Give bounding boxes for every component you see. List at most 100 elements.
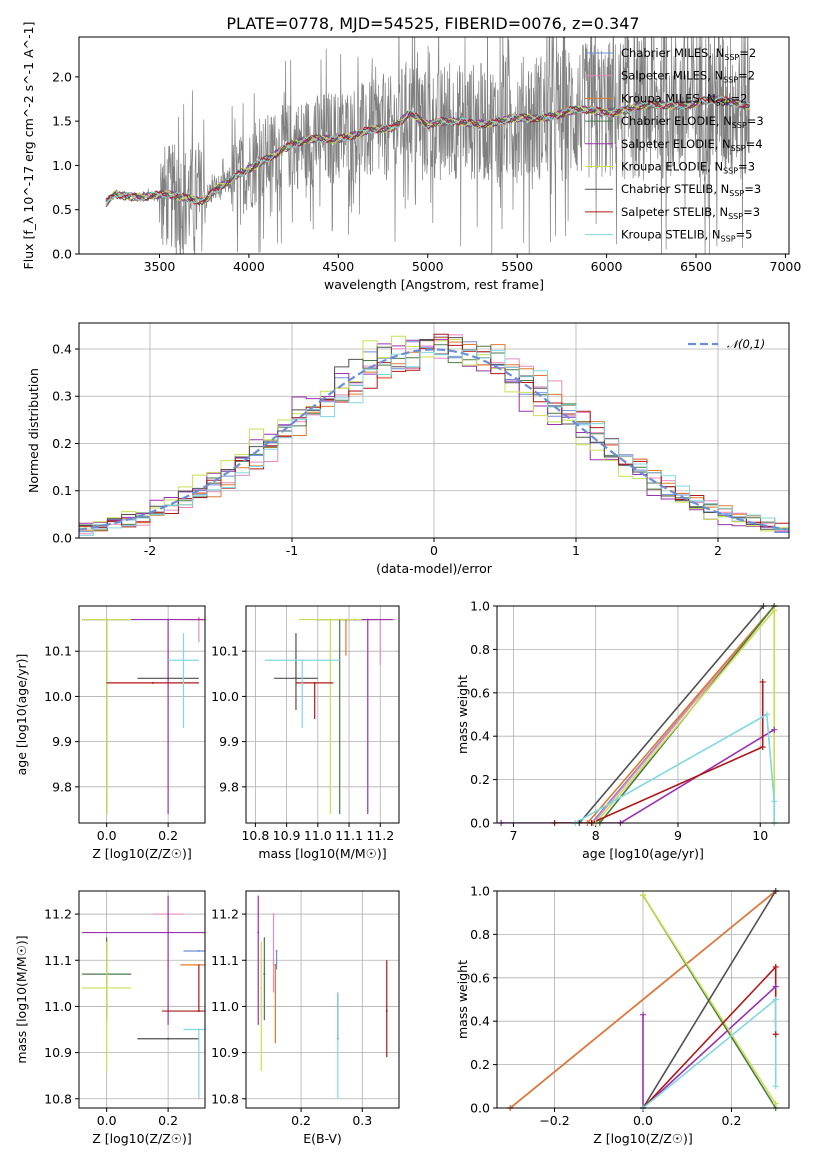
mass-vs-metallicity-panel: 0.0 0.2 10.8 10.9 11.0 11.1 11.2 Z [log10(Z/Z☉)… <box>14 890 206 1146</box>
y-tick-label: 10.1 <box>44 644 72 659</box>
y-tick-label: 0.5 <box>52 202 72 217</box>
plus-marker <box>772 1083 779 1090</box>
x-axis-label: Z [log10(Z/Z☉)] <box>92 1131 192 1146</box>
legend-count: =2 <box>738 69 755 83</box>
x-tick-label: 7 <box>509 828 517 843</box>
data-point <box>257 931 260 934</box>
x-tick-label: 10 <box>752 828 768 843</box>
x-tick-label: 0 <box>430 543 438 558</box>
legend-subscript: SSP <box>724 53 739 62</box>
data-point <box>197 1010 200 1013</box>
legend-count: =5 <box>736 228 753 242</box>
legend-subscript: SSP <box>728 212 743 221</box>
x-axis-label: Z [log10(Z/Z☉)] <box>92 846 192 861</box>
plus-marker <box>772 1100 779 1107</box>
x-tick-label: 0.0 <box>97 1113 117 1128</box>
data-point <box>301 659 304 662</box>
legend-label: Kroupa ELODIE, N <box>621 160 723 174</box>
gaussian-curve <box>79 348 787 531</box>
mass-weight-line <box>509 891 777 1108</box>
x-tick-label: 0.2 <box>722 1113 742 1128</box>
legend-entry: Kroupa MILES, NSSP=2 <box>621 91 747 107</box>
data-point <box>167 618 170 621</box>
x-tick-label: 0.2 <box>158 1113 178 1128</box>
x-tick-label: 10.9 <box>273 828 301 843</box>
data-point <box>105 986 108 989</box>
x-tick-label: 6500 <box>680 259 712 274</box>
data-point <box>274 963 277 966</box>
mass-weight-line <box>642 997 777 1108</box>
y-tick-label: 0.4 <box>470 729 490 744</box>
legend-entry: Chabrier ELODIE, NSSP=3 <box>621 114 764 130</box>
massweight-vs-metallicity-panel: −0.2 0.0 0.2 0.0 0.2 0.4 0.6 0.8 1.0 Z [log10(Z/Z… <box>455 884 790 1146</box>
y-tick-label: 10.0 <box>211 689 239 704</box>
y-axis-label: mass weight <box>455 675 470 754</box>
y-tick-label: 9.9 <box>219 734 239 749</box>
plus-marker <box>771 726 778 733</box>
y-tick-label: 11.2 <box>211 907 239 922</box>
x-tick-label: -1 <box>286 543 298 558</box>
data-point <box>263 973 266 976</box>
data-point <box>329 618 332 621</box>
y-tick-label: 1.0 <box>470 599 490 614</box>
spectrum-panel: 3500 4000 4500 5000 5500 6000 6500 7000 0.0 0.5 1.… <box>21 22 801 292</box>
x-tick-label: 0.2 <box>291 1113 311 1128</box>
x-axis-label: E(B-V) <box>303 1131 342 1146</box>
axes-frame <box>78 605 206 824</box>
y-tick-label: 0.6 <box>470 685 490 700</box>
x-axis-label: mass [log10(M/M☉)] <box>258 846 386 861</box>
x-tick-label: −0.2 <box>539 1113 569 1128</box>
mass-weight-line <box>595 608 775 823</box>
x-tick-label: 6000 <box>591 259 623 274</box>
line-plot-area <box>501 606 775 823</box>
y-tick-label: 1.5 <box>52 114 72 129</box>
plus-marker <box>772 963 779 970</box>
legend-subscript: SSP <box>721 235 736 244</box>
data-point <box>272 913 275 916</box>
legend-count: =3 <box>744 182 761 196</box>
age-vs-metallicity-panel: 0.0 0.2 9.8 9.9 10.0 10.1 Z [log10(Z/Z☉)] age [… <box>14 605 206 861</box>
x-tick-label: 5000 <box>412 259 444 274</box>
y-tick-label: 10.8 <box>44 1091 72 1106</box>
x-tick-label: 11.2 <box>366 828 394 843</box>
plus-marker <box>772 996 779 1003</box>
x-tick-label: 11.1 <box>335 828 363 843</box>
data-point <box>294 677 297 680</box>
data-point <box>167 1037 170 1040</box>
data-point <box>366 618 369 621</box>
x-tick-label: 2 <box>714 543 722 558</box>
y-tick-label: 2.0 <box>52 69 72 84</box>
axes-frame <box>496 890 790 1109</box>
y-tick-label: 0.3 <box>52 389 72 404</box>
errorbar-plot-area <box>82 895 205 1099</box>
x-axis-label: Z [log10(Z/Z☉)] <box>593 1131 693 1146</box>
legend-count: =2 <box>739 46 756 60</box>
x-tick-label: -2 <box>144 543 156 558</box>
y-tick-label: 11.2 <box>44 907 72 922</box>
data-point <box>313 681 316 684</box>
x-tick-label: 8 <box>592 828 600 843</box>
data-point <box>167 931 170 934</box>
plus-marker <box>640 892 646 899</box>
plus-marker <box>759 744 766 751</box>
y-tick-label: 9.9 <box>52 734 72 749</box>
errorbar-plot-area <box>264 618 396 814</box>
mass-weight-line <box>642 985 777 1108</box>
mass-weight-line <box>578 606 765 823</box>
y-tick-label: 0.2 <box>470 1057 490 1072</box>
figure-title: PLATE=0778, MJD=54525, FIBERID=0076, z=0… <box>226 14 639 33</box>
plus-marker <box>759 678 766 685</box>
legend-label: Chabrier ELODIE, N <box>621 114 732 128</box>
legend-label: Salpeter STELIB, N <box>621 205 728 219</box>
data-point <box>105 618 108 621</box>
legend-subscript: SSP <box>732 121 747 130</box>
y-tick-label: 1.0 <box>52 158 72 173</box>
data-point <box>167 677 170 680</box>
model-spectrum <box>105 95 751 205</box>
legend-entry: Kroupa STELIB, NSSP=5 <box>621 228 752 244</box>
x-tick-label: 1 <box>572 543 580 558</box>
legend-count: =4 <box>746 137 763 151</box>
x-axis-label: age [log10(age/yr)] <box>582 846 704 861</box>
plus-marker <box>772 983 779 990</box>
